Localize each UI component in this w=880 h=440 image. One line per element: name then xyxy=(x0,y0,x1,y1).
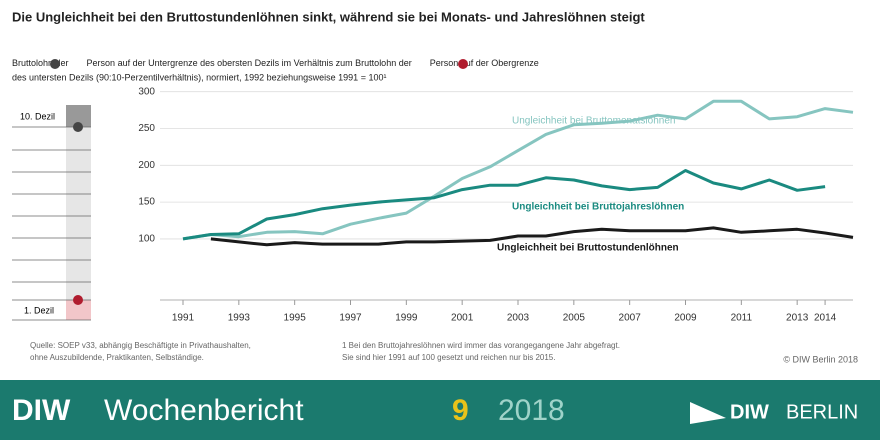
x-tick-label: 1999 xyxy=(395,313,418,324)
y-tick-label: 250 xyxy=(138,123,155,134)
logo-text: BERLIN xyxy=(786,401,858,423)
x-tick-label: 2001 xyxy=(451,313,474,324)
logo-shape xyxy=(690,402,726,424)
decile-bar xyxy=(66,105,91,320)
x-tick-label: 2014 xyxy=(814,313,837,324)
decile-label: 10. Dezil xyxy=(20,111,55,121)
decile-bottom xyxy=(66,300,91,320)
decile-label: 1. Dezil xyxy=(24,305,54,315)
y-tick-label: 100 xyxy=(138,234,155,245)
source: Quelle: SOEP v33, abhängig Beschäftigte … xyxy=(30,341,251,350)
x-tick-label: 2005 xyxy=(563,313,586,324)
lower-dot xyxy=(73,295,83,305)
x-tick-label: 2013 xyxy=(786,313,809,324)
decile-top xyxy=(66,105,91,127)
copyright: © DIW Berlin 2018 xyxy=(783,354,858,364)
x-tick-label: 2011 xyxy=(731,313,753,324)
legend-dot xyxy=(50,59,60,69)
series-label: Ungleichheit bei Bruttostundenlöhnen xyxy=(497,243,679,254)
subtitle-part: Person auf der Obergrenze xyxy=(430,58,539,68)
y-tick-label: 300 xyxy=(138,86,155,97)
x-tick-label: 1993 xyxy=(228,313,251,324)
decile-graphic: 10. Dezil 1. Dezil xyxy=(12,105,91,321)
banner-issue: 9 xyxy=(452,394,469,427)
logo-text: DIW xyxy=(730,401,769,423)
series-label: Ungleichheit bei Bruttomonatslöhnen xyxy=(512,116,675,127)
y-tick-label: 150 xyxy=(138,197,155,208)
footnote: Sie sind hier 1991 auf 100 gesetzt und r… xyxy=(342,353,555,362)
banner-year: 2018 xyxy=(498,394,565,427)
subtitle: Bruttolohn der Person auf der Untergrenze… xyxy=(12,58,539,68)
banner-name: Wochenbericht xyxy=(104,394,304,427)
subtitle-part: des untersten Dezils (90:10-Perzentilver… xyxy=(12,72,386,82)
x-tick-label: 1997 xyxy=(339,313,362,324)
upper-dot xyxy=(73,122,83,132)
banner xyxy=(0,380,880,440)
legend-dot xyxy=(458,59,468,69)
series-line xyxy=(182,99,854,241)
series-label: Ungleichheit bei Bruttojahreslöhnen xyxy=(512,202,684,213)
x-tick-label: 1995 xyxy=(284,313,307,324)
source: ohne Auszubildende, Praktikanten, Selbst… xyxy=(30,353,204,362)
x-tick-label: 2003 xyxy=(507,313,530,324)
x-tick-label: 2009 xyxy=(674,313,697,324)
series-line xyxy=(182,169,826,241)
x-tick-label: 2007 xyxy=(619,313,642,324)
x-tick-label: 1991 xyxy=(172,313,195,324)
y-tick-label: 200 xyxy=(138,160,155,171)
series-line xyxy=(210,226,854,247)
subtitle-part: Person auf der Untergrenze des obersten … xyxy=(87,58,412,68)
chart-title: Die Ungleichheit bei den Bruttostundenlö… xyxy=(12,9,645,24)
subtitle-part: Bruttolohn der xyxy=(12,58,69,68)
banner-brand: DIW xyxy=(12,394,71,427)
footnote: 1 Bei den Bruttojahreslöhnen wird immer … xyxy=(342,341,620,350)
